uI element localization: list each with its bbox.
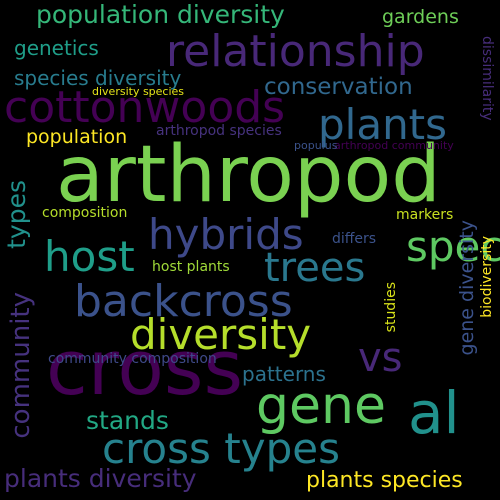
word-arthropod: arthropod xyxy=(56,130,441,220)
word-al: al xyxy=(408,379,460,447)
word-gene-diversity: gene diversity xyxy=(456,220,478,356)
word-cottonwoods: cottonwoods xyxy=(4,82,286,133)
word-hybrids: hybrids xyxy=(148,210,304,259)
word-trees: trees xyxy=(264,245,366,291)
word-population-diversity: population diversity xyxy=(36,0,285,29)
word-studies: studies xyxy=(383,282,399,333)
word-host-plants: host plants xyxy=(152,259,230,275)
word-diversity: diversity xyxy=(130,310,312,359)
word-plants-species: plants species xyxy=(306,468,463,493)
word-differs: differs xyxy=(332,231,377,247)
word-diversity-species: diversity species xyxy=(92,85,185,98)
word-host: host xyxy=(44,232,135,281)
word-types: types xyxy=(2,180,31,249)
word-species-diversity: species diversity xyxy=(14,66,182,90)
word-populus: populus xyxy=(294,139,338,152)
word-species: species xyxy=(406,222,500,271)
word-plants: plants xyxy=(318,100,448,149)
word-dissimilarity: dissimilarity xyxy=(479,36,495,121)
word-community-composition: community composition xyxy=(48,351,217,367)
word-arthropod-species: arthropod species xyxy=(156,123,282,139)
word-vs: vs xyxy=(358,335,403,381)
word-arthropod-community: arthropod community xyxy=(334,139,454,152)
word-plants-diversity: plants diversity xyxy=(4,464,197,493)
word-markers: markers xyxy=(396,207,454,223)
word-stands: stands xyxy=(86,406,169,435)
word-composition: composition xyxy=(42,205,128,221)
word-patterns: patterns xyxy=(242,362,326,386)
word-conservation: conservation xyxy=(264,74,413,100)
word-gene: gene xyxy=(256,376,386,436)
word-biodiversity: biodiversity xyxy=(479,236,495,318)
word-gardens: gardens xyxy=(382,6,459,28)
word-genetics: genetics xyxy=(14,36,99,60)
word-community: community xyxy=(6,292,36,439)
word-relationship: relationship xyxy=(166,26,425,77)
word-cross-types: cross types xyxy=(102,424,340,473)
word-population: population xyxy=(26,126,128,148)
word-cross: cross xyxy=(46,323,244,412)
word-backcross: backcross xyxy=(74,276,293,327)
